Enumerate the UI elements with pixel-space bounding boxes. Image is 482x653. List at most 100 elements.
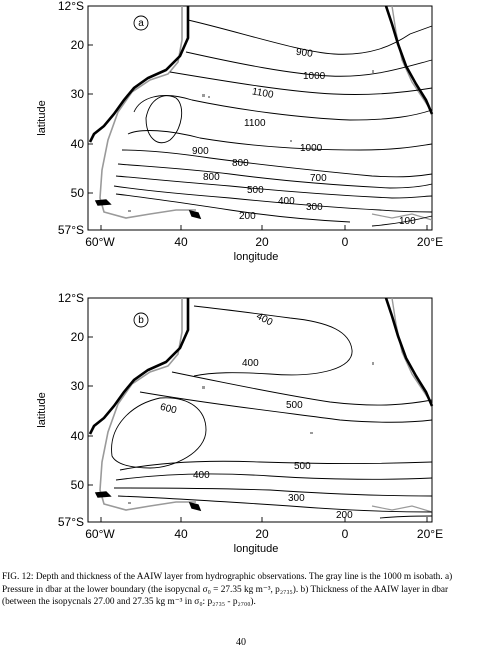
speckle xyxy=(208,96,210,98)
tick-marks xyxy=(88,336,428,522)
contour-label: 400 xyxy=(193,470,210,481)
page-number: 40 xyxy=(236,637,246,648)
coastline-south-america xyxy=(88,298,190,435)
coastline-africa xyxy=(384,297,434,407)
contour-line xyxy=(139,391,433,423)
contour-line xyxy=(115,193,351,223)
x-tick-label: 40 xyxy=(174,527,188,541)
contour-label: 900 xyxy=(295,47,313,60)
caption-text: Depth and thickness of the AAIW layer fr… xyxy=(2,572,453,607)
contour-label: 200 xyxy=(239,211,256,222)
speckle xyxy=(372,362,374,365)
coastline-south-america xyxy=(88,6,190,143)
x-tick-label: 20°E xyxy=(417,527,443,541)
speckle xyxy=(290,140,292,142)
south-georgia xyxy=(188,501,202,512)
y-axis-label: latitude xyxy=(36,392,48,427)
contour-label: 500 xyxy=(294,461,311,472)
contour-line xyxy=(187,19,433,55)
contour-line xyxy=(111,397,207,469)
contour-line xyxy=(119,460,433,471)
y-tick-label: 12°S xyxy=(58,292,84,305)
x-tick-labels: 60°W 40 20 0 20°E xyxy=(85,235,443,249)
tick-marks xyxy=(88,44,428,230)
contour-line xyxy=(193,305,353,377)
contour-line xyxy=(371,215,433,227)
plot-frame xyxy=(87,297,433,523)
panel-b-plot: b 400 400 500 600 500 400 300 200 12°S 2… xyxy=(36,291,443,555)
contour-label: 300 xyxy=(306,202,323,213)
contour-line xyxy=(113,487,433,497)
speckle xyxy=(128,210,131,212)
y-tick-label: 50 xyxy=(71,478,85,492)
panel-a: a 900 1000 1100 1100 1000 900 800 800 70… xyxy=(0,0,482,270)
contour-label: 1100 xyxy=(244,118,266,129)
contour-label: 300 xyxy=(288,493,305,504)
y-tick-labels: 12°S 20 30 40 50 57°S xyxy=(58,0,84,237)
contour-line xyxy=(117,495,433,513)
panel-letter-circle xyxy=(133,312,149,328)
contour-line xyxy=(169,71,433,95)
x-tick-label: 20 xyxy=(255,235,269,249)
contour-labels: 400 400 500 600 500 400 300 200 xyxy=(159,311,353,521)
contour-line xyxy=(115,175,433,199)
x-tick-label: 0 xyxy=(342,235,349,249)
contour-label: 1000 xyxy=(303,71,326,82)
contour-line xyxy=(379,515,433,519)
contour-line xyxy=(127,130,433,151)
contour-line xyxy=(171,371,433,406)
x-tick-label: 40 xyxy=(174,235,188,249)
panel-letter-circle xyxy=(133,15,149,31)
contour-label: 1100 xyxy=(251,86,275,101)
falkland-islands xyxy=(94,199,112,206)
isobath-1000m-south xyxy=(371,213,433,221)
contour-line xyxy=(185,51,433,77)
panel-b: b 400 400 500 600 500 400 300 200 12°S 2… xyxy=(0,291,482,560)
contour-label: 600 xyxy=(159,402,178,417)
data-speckles xyxy=(128,70,374,212)
isobath-1000m-east xyxy=(391,297,433,405)
x-tick-label: 60°W xyxy=(85,527,115,541)
speckle xyxy=(202,94,205,97)
isobath-1000m-east xyxy=(391,5,433,113)
contour-line xyxy=(117,163,433,189)
contour-label: 400 xyxy=(254,311,274,329)
panel-letter: a xyxy=(138,18,144,29)
contour-label: 500 xyxy=(247,185,264,196)
contour-label: 400 xyxy=(278,196,295,207)
south-georgia xyxy=(188,209,202,220)
y-tick-label: 20 xyxy=(71,330,85,344)
isobath-1000m xyxy=(99,6,196,219)
x-tick-labels: 60°W 40 20 0 20°E xyxy=(85,527,443,541)
y-tick-label: 40 xyxy=(71,429,85,443)
x-tick-label: 20 xyxy=(255,527,269,541)
contour-label: 900 xyxy=(192,146,209,157)
y-tick-labels: 12°S 20 30 40 50 57°S xyxy=(58,291,85,529)
x-tick-label: 0 xyxy=(342,527,349,541)
speckle xyxy=(128,502,131,504)
contour-label: 800 xyxy=(203,172,220,183)
isobath-1000m xyxy=(99,298,196,511)
contour-label: 200 xyxy=(336,510,353,521)
contour-label: 100 xyxy=(399,216,416,227)
y-tick-label: 40 xyxy=(71,137,85,151)
contour-line xyxy=(145,95,183,144)
y-tick-label: 20 xyxy=(71,38,85,52)
contour-label: 700 xyxy=(310,173,327,184)
y-tick-label: 57°S xyxy=(58,515,84,529)
speckle xyxy=(202,386,205,389)
figure-label: FIG. 12: xyxy=(2,572,34,582)
panel-letter: b xyxy=(138,315,144,326)
contour-label: 1000 xyxy=(300,143,323,154)
y-tick-label: 30 xyxy=(71,379,85,393)
x-tick-label: 20°E xyxy=(417,235,443,249)
coastline-africa xyxy=(384,5,434,115)
x-axis-label: longitude xyxy=(234,251,279,263)
x-axis-label: longitude xyxy=(234,543,279,555)
data-speckles xyxy=(128,362,374,504)
falkland-islands xyxy=(94,491,112,498)
contour-label: 400 xyxy=(242,358,259,369)
y-tick-label: 30 xyxy=(71,87,85,101)
x-tick-label: 60°W xyxy=(85,235,115,249)
contour-line xyxy=(121,149,433,178)
